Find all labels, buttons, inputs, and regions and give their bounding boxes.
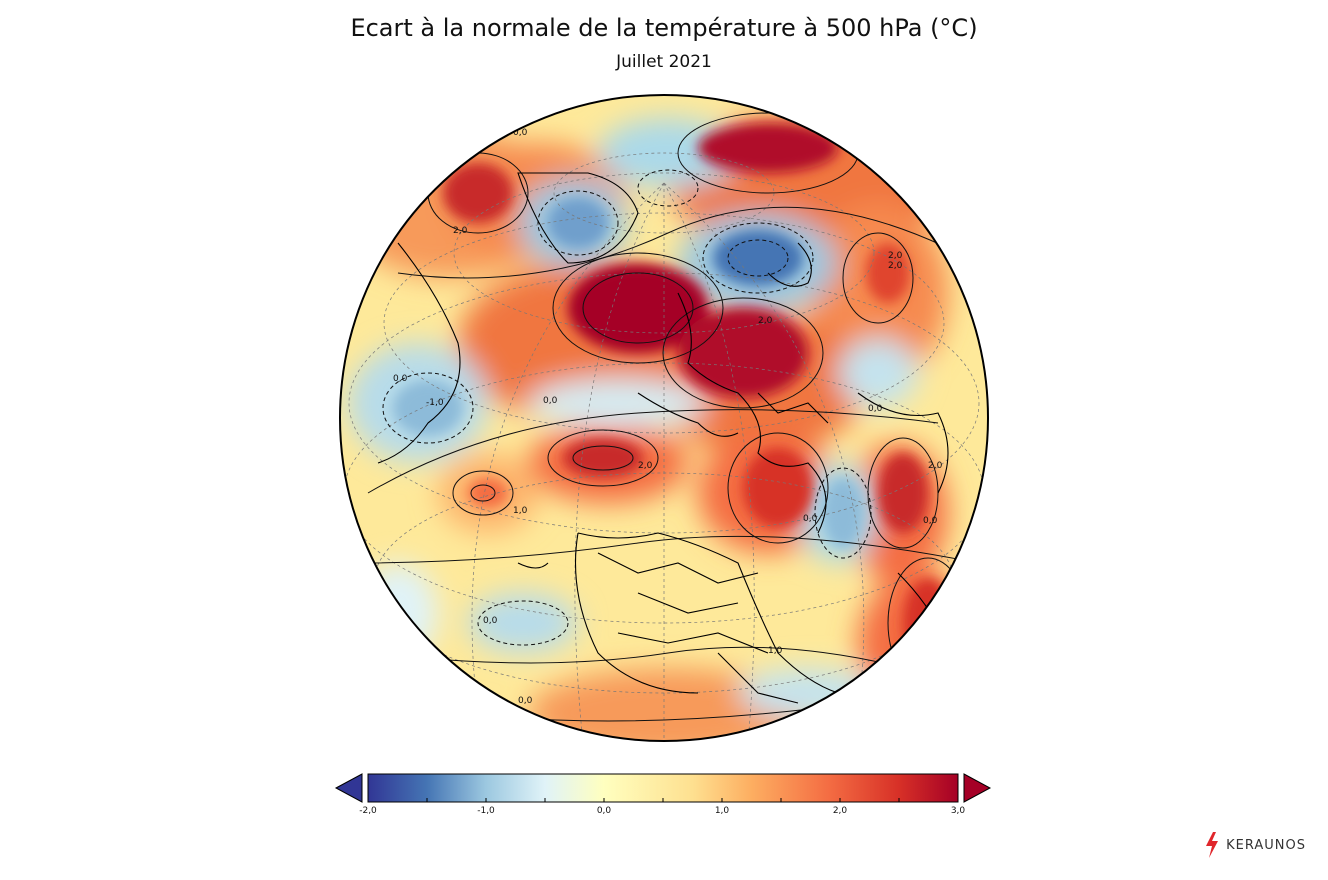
contour-label: 2,0 <box>888 251 903 261</box>
contour-label: 0,0 <box>803 514 818 524</box>
contour-label: 2,0 <box>758 316 773 326</box>
brand-logo: KERAUNOS <box>1204 832 1306 858</box>
contour-label: 2,0 <box>928 461 943 471</box>
contour-label: 2,0 <box>453 226 468 236</box>
map-subtitle: Juillet 2021 <box>616 52 712 72</box>
colorbar-tick-label: -1,0 <box>477 806 495 816</box>
colorbar-tick-label: 2,0 <box>832 806 848 816</box>
globe-outline <box>339 94 989 742</box>
globe-map: 0,0 2,0 2,0 2,0 -1,0 0,0 0,0 2,0 0,0 0,0… <box>338 93 990 743</box>
contour-label: 2,0 <box>638 461 653 471</box>
colorbar-gradient <box>367 773 959 803</box>
map-title: Ecart à la normale de la température à 5… <box>350 14 978 42</box>
colorbar-max-arrow <box>963 773 992 803</box>
contour-label: 2,0 <box>888 261 903 271</box>
colorbar-tick-label: 1,0 <box>714 806 730 816</box>
colorbar-tick-label: 3,0 <box>950 806 966 816</box>
colorbar-tick-label: 0,0 <box>596 806 612 816</box>
lightning-bolt-icon <box>1206 832 1219 858</box>
contour-label: 0,0 <box>483 616 498 626</box>
contour-label: 0,0 <box>543 396 558 406</box>
brand-name: KERAUNOS <box>1226 837 1306 853</box>
contour-label: 0,0 <box>868 404 883 414</box>
colorbar-tick-label: -2,0 <box>359 806 377 816</box>
colorbar <box>334 772 994 806</box>
coastlines <box>377 172 949 704</box>
contour-label: 0,0 <box>518 696 533 706</box>
contour-label: 0,0 <box>923 516 938 526</box>
contour-label: 0,0 <box>393 374 408 384</box>
contour-label: -1,0 <box>426 398 444 408</box>
contour-label: 1,0 <box>768 646 783 656</box>
colorbar-min-arrow <box>334 773 363 803</box>
contour-label: 0,0 <box>513 128 528 138</box>
contour-label-group: 0,0 2,0 2,0 2,0 -1,0 0,0 0,0 2,0 0,0 0,0… <box>393 128 943 706</box>
contour-label: 1,0 <box>513 506 528 516</box>
